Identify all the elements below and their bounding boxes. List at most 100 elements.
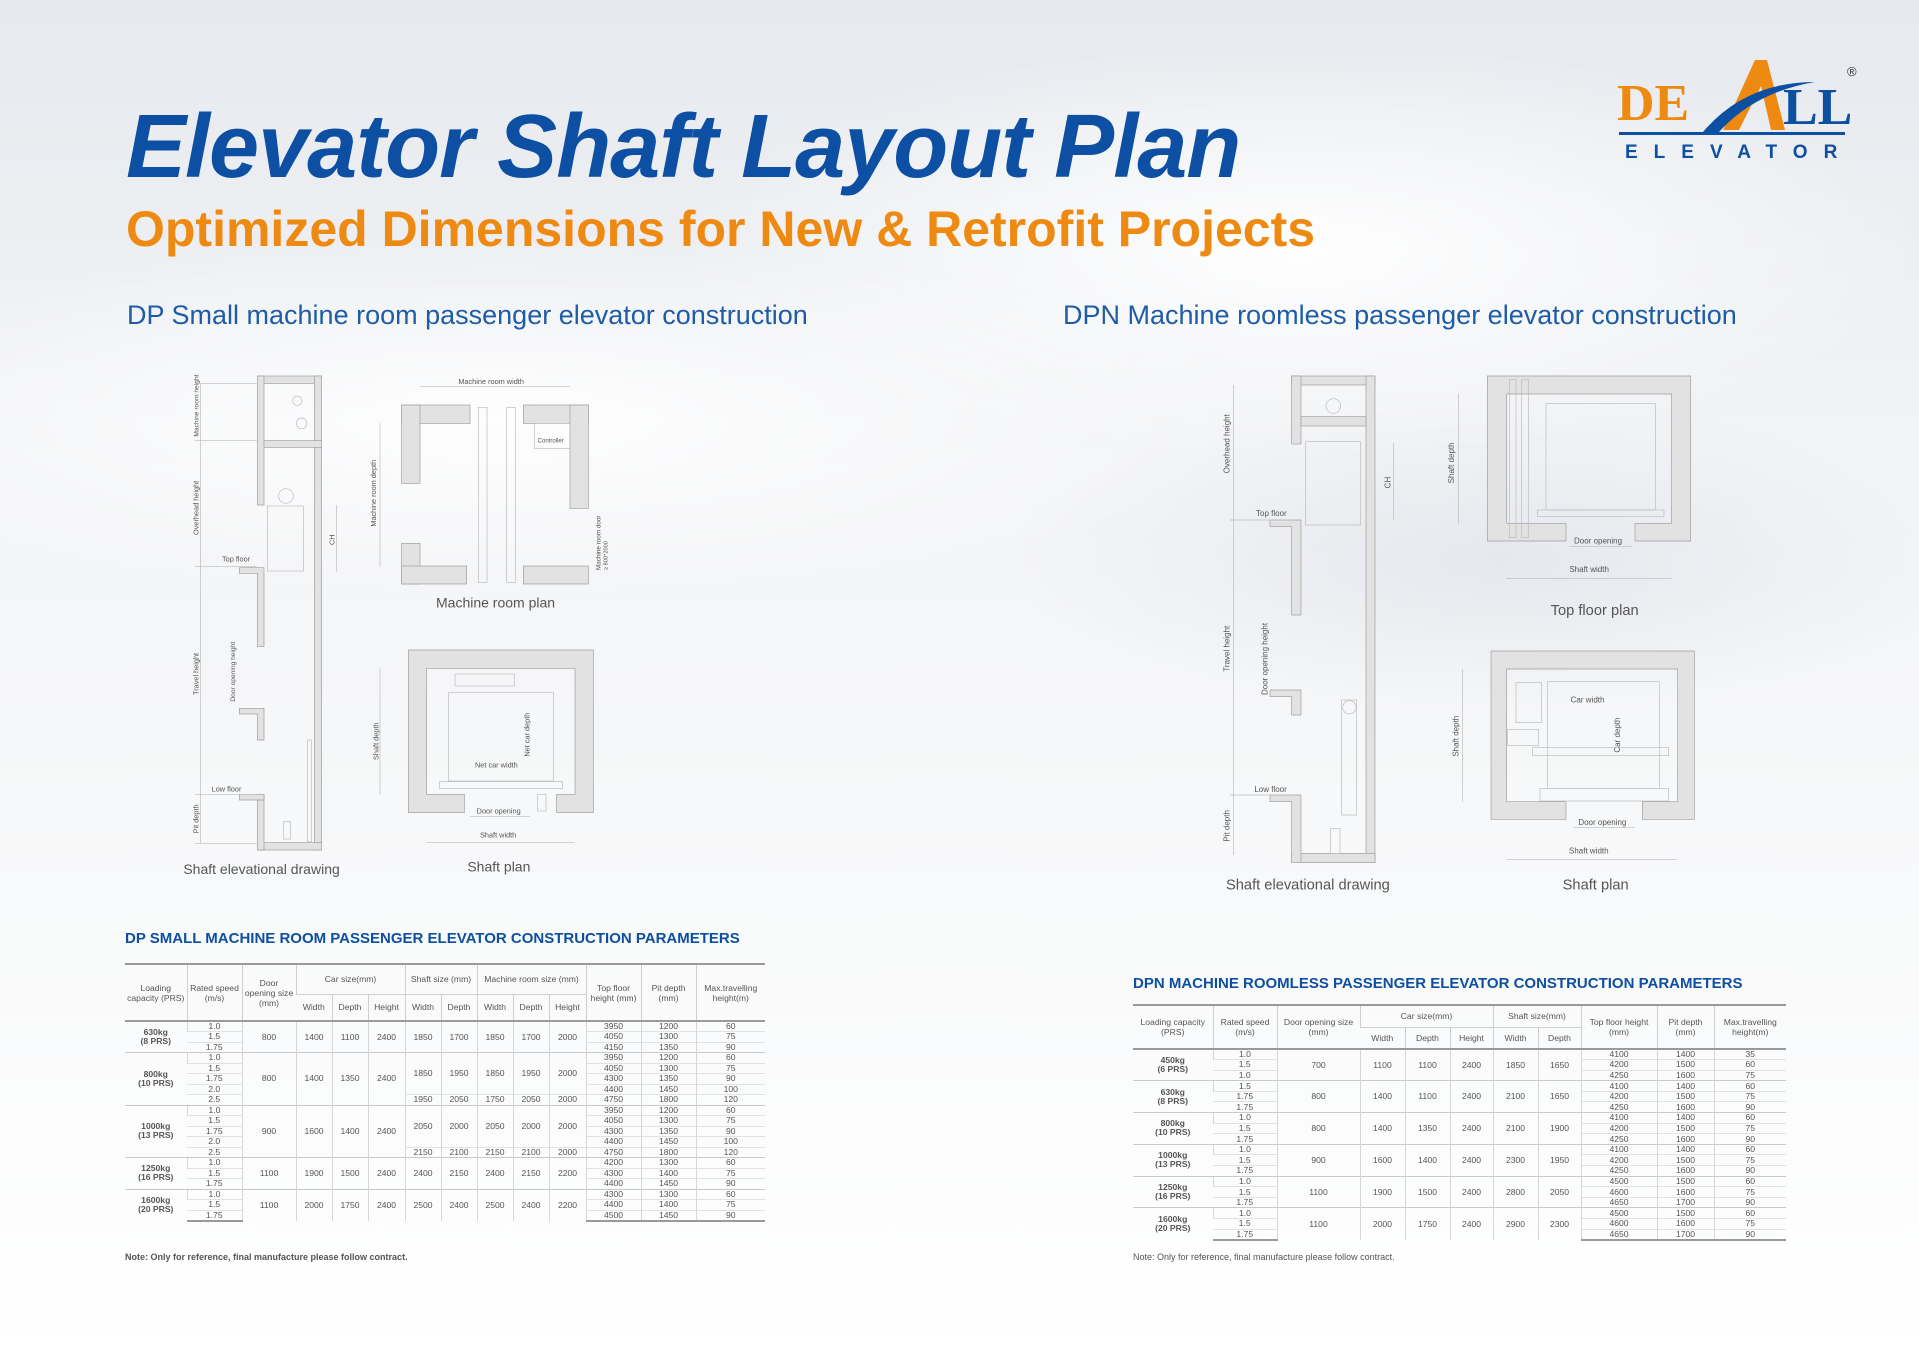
top-floor-height: 4050	[585, 1115, 642, 1126]
header-door: Door opening size (mm)	[1276, 1004, 1360, 1050]
header-shaft-size: Shaft size (mm)	[404, 963, 478, 994]
pit-depth: 1600	[1656, 1133, 1714, 1145]
pit-depth: 1450	[640, 1178, 697, 1189]
table-row: 450kg (6 PRS) 1.0 700 1100 1100 2400 1850 1650 41…	[1133, 1048, 1786, 1081]
table-row: 2.0 4400 1450 100	[125, 1083, 766, 1095]
label-shaft-depth: Shaft depth	[371, 723, 380, 761]
header-top-floor-height: Top floor height (mm)	[1580, 1004, 1657, 1050]
shaft-depth: 2000	[440, 1104, 478, 1147]
loading-capacity: 1250kg	[141, 1163, 171, 1174]
shaft-width: 2900	[1492, 1207, 1538, 1240]
shaft-depth: 1900	[1537, 1112, 1581, 1145]
table-row: 1.5 4200 1500 75	[1133, 1122, 1786, 1134]
max-travel-height: 75	[1713, 1218, 1786, 1230]
capacity-cell: 1600kg (20 PRS)	[125, 1188, 187, 1221]
top-floor-height: 3950	[585, 1104, 642, 1116]
max-travel-height: 60	[695, 1188, 766, 1200]
shaft-width: 2050	[404, 1104, 441, 1147]
table-row: 1.75 4650 1700 90	[1133, 1228, 1786, 1241]
max-travel-height: 75	[1713, 1186, 1786, 1198]
rated-speed: 1.5	[187, 1115, 242, 1126]
loading-capacity: 1600kg	[141, 1195, 171, 1205]
label-car-width: Car width	[1571, 696, 1605, 705]
machine-room-height: 2000	[548, 1094, 587, 1105]
max-travel-height: 75	[1713, 1090, 1786, 1102]
rated-speed: 1.75	[187, 1178, 242, 1189]
top-floor-height: 4400	[585, 1136, 642, 1147]
max-travel-height: 35	[1713, 1048, 1786, 1060]
door-opening-size: 800	[241, 1052, 296, 1105]
machine-room-depth: 2100	[512, 1146, 550, 1158]
label-overhead-height: Overhead height	[191, 481, 200, 535]
table-row: 1.5 4050 1300 75	[125, 1031, 766, 1042]
top-floor-height: 4750	[585, 1146, 642, 1158]
pit-depth: 1300	[640, 1062, 697, 1074]
rated-speed: 1.0	[1212, 1112, 1277, 1124]
car-width: 1400	[295, 1052, 332, 1105]
shaft-width: 1850	[404, 1020, 441, 1053]
top-floor-height: 4500	[585, 1209, 642, 1222]
machine-room-height: 2000	[548, 1104, 587, 1147]
dpn-elevation-walls	[1269, 375, 1376, 863]
table-row: 1.5 4400 1400 75	[125, 1199, 766, 1210]
machine-room-width: 1850	[476, 1020, 514, 1053]
rated-speed: 1.0	[186, 1020, 242, 1032]
top-floor-height: 4250	[1580, 1133, 1657, 1145]
car-height: 2400	[1449, 1112, 1493, 1145]
pit-depth: 1600	[1656, 1101, 1714, 1113]
max-travel-height: 100	[695, 1136, 766, 1147]
rated-speed: 1.5	[187, 1062, 242, 1074]
pit-depth: 1350	[640, 1125, 697, 1137]
header-mr-width: Width	[476, 993, 514, 1022]
label-top-floor: Top floor	[1256, 509, 1287, 518]
rated-speed: 1.0	[1212, 1207, 1277, 1219]
rated-speed: 1.0	[1212, 1143, 1277, 1155]
max-travel-height: 90	[1713, 1196, 1786, 1208]
max-travel-height: 60	[1713, 1143, 1786, 1155]
shaft-depth: 1950	[1537, 1143, 1581, 1177]
label-machine-room-door: Machine room door	[596, 515, 603, 570]
loading-capacity: 1250kg	[1158, 1182, 1188, 1193]
car-width: 1600	[1359, 1143, 1405, 1177]
table-row: 1.5 4600 1600 75	[1133, 1218, 1786, 1230]
rated-speed: 1.0	[1212, 1175, 1277, 1187]
table-row: 1.75 4200 1500 75	[1133, 1090, 1786, 1102]
car-depth: 1100	[1404, 1048, 1450, 1081]
pit-depth: 1500	[1656, 1122, 1714, 1134]
caption-shaft-elevational-drawing: Shaft elevational drawing	[183, 861, 339, 877]
pit-depth: 1300	[640, 1115, 697, 1126]
persons-count: (20 PRS)	[1155, 1223, 1191, 1234]
car-depth: 1350	[1404, 1112, 1450, 1145]
max-travel-height: 60	[1713, 1059, 1786, 1071]
top-floor-height: 3950	[585, 1020, 642, 1032]
rated-speed: 1.75	[1213, 1090, 1277, 1102]
car-height: 2400	[1449, 1143, 1493, 1177]
pit-depth: 1700	[1656, 1196, 1714, 1208]
max-travel-height: 60	[695, 1020, 766, 1032]
max-travel-height: 60	[1713, 1175, 1786, 1187]
pit-depth: 1500	[1656, 1059, 1714, 1071]
caption-shaft-plan: Shaft plan	[467, 859, 530, 875]
top-floor-height: 4100	[1580, 1143, 1657, 1155]
shaft-width: 1850	[404, 1052, 441, 1095]
top-floor-height: 4400	[585, 1083, 642, 1095]
label-door-opening: Door opening	[477, 806, 521, 815]
table-row: 1.75 4250 1600 90	[1133, 1133, 1786, 1145]
car-height: 2400	[367, 1188, 405, 1221]
rated-speed: 1.5	[1213, 1154, 1277, 1166]
capacity-cell: 1000kg (13 PRS)	[125, 1104, 187, 1158]
caption-top-floor-plan: Top floor plan	[1551, 603, 1639, 619]
car-depth: 1100	[1404, 1080, 1450, 1113]
machine-room-height: 2000	[548, 1020, 587, 1053]
header-car-height: Height	[1449, 1026, 1493, 1050]
max-travel-height: 90	[695, 1073, 766, 1084]
shaft-depth: 2050	[440, 1094, 478, 1105]
machine-room-width: 2150	[476, 1146, 514, 1158]
top-floor-height: 4200	[1580, 1090, 1657, 1102]
machine-room-height: 2200	[548, 1157, 587, 1189]
top-floor-height: 4100	[1580, 1048, 1657, 1060]
table-row: 2.0 4400 1450 100	[125, 1136, 766, 1147]
car-height: 2400	[367, 1052, 405, 1105]
pit-depth: 1450	[640, 1083, 697, 1095]
capacity-cell: 1250kg (16 PRS)	[1133, 1175, 1213, 1208]
